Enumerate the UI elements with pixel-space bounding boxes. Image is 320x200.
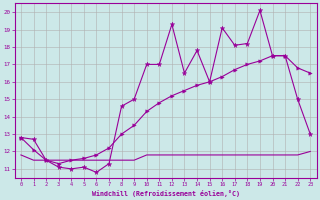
X-axis label: Windchill (Refroidissement éolien,°C): Windchill (Refroidissement éolien,°C)	[92, 190, 240, 197]
